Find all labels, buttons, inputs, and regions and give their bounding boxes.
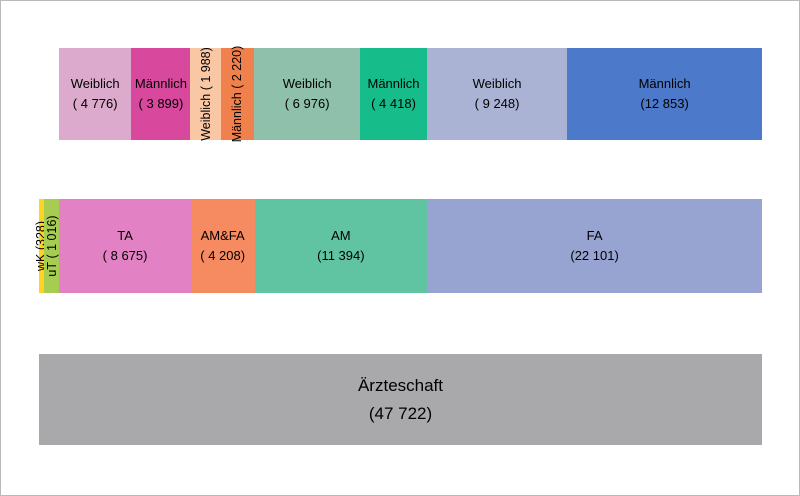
segment-count-text: ( 8 675) (102, 248, 148, 263)
segment-name-text: Weiblich (282, 76, 332, 91)
segment-count-text: (22 101) (570, 248, 619, 263)
segment-name-text: AM (331, 228, 351, 243)
segment-gender-by-category-1-männlich: Männlich ( 3 899) (131, 48, 191, 140)
segment-gender-by-category-3-männlich: Männlich ( 2 220) (220, 45, 255, 143)
segment-name-text: Männlich (134, 76, 187, 91)
bar-total: Ärzteschaft (47 722) (39, 354, 762, 445)
segment-categories-2-ta: TA ( 8 675) (59, 199, 191, 293)
bar-category-split: wK (328) uT ( 1 016) TA ( 8 675) AM&FA ( 4 20… (34, 199, 762, 293)
segment-count-text: (47 722) (368, 403, 433, 423)
segment-label: Männlich ( 3 899) (135, 74, 187, 114)
segment-name-text: TA (117, 228, 133, 243)
segment-categories-1-ut: uT ( 1 016) (43, 199, 60, 293)
segment-gender-by-category-6-weiblich: Weiblich ( 9 248) (427, 48, 568, 140)
segment-name-text: Männlich (638, 76, 691, 91)
segment-label: uT ( 1 016) (44, 215, 59, 277)
segment-label: Männlich ( 2 220) (230, 45, 245, 143)
segment-gender-by-category-7-männlich: Männlich (12 853) (567, 48, 763, 140)
segment-count-text: ( 3 899) (138, 96, 184, 111)
segment-label: FA (22 101) (570, 226, 618, 266)
segment-label: Männlich ( 4 418) (368, 74, 420, 114)
segment-count-text: ( 1 016) (44, 215, 59, 259)
segment-label: AM&FA ( 4 208) (200, 226, 245, 266)
segment-label: TA ( 8 675) (103, 226, 148, 266)
segment-count-text: ( 6 976) (284, 96, 330, 111)
segment-label: Männlich (12 853) (639, 74, 691, 114)
segment-label: Weiblich ( 4 776) (71, 74, 120, 114)
segment-label: Weiblich ( 6 976) (283, 74, 332, 114)
segment-name-text: Weiblich (198, 93, 213, 141)
segment-count-text: ( 9 248) (474, 96, 520, 111)
segment-count-text: ( 1 988) (198, 47, 213, 91)
bar-gender-split: Weiblich ( 4 776) Männlich ( 3 899) Weiblich… (59, 45, 763, 143)
segment-categories-0-wk: wK (328) (34, 199, 48, 293)
segment-gender-by-category-4-weiblich: Weiblich ( 6 976) (254, 48, 361, 140)
segment-categories-3-amfa: AM&FA ( 4 208) (190, 199, 255, 293)
segment-count-text: ( 2 220) (230, 45, 245, 89)
segment-name-text: Ärzteschaft (357, 375, 444, 395)
segment-name-text: Männlich (230, 92, 245, 143)
segment-label: AM (11 394) (317, 226, 364, 266)
segment-count-text: ( 4 208) (200, 248, 246, 263)
segment-name-text: Weiblich (70, 76, 120, 91)
segment-count-text: ( 4 418) (371, 96, 416, 111)
segment-gender-by-category-5-männlich: Männlich ( 4 418) (360, 48, 427, 140)
segment-count-text: ( 4 776) (72, 96, 118, 111)
segment-name-text: Weiblich (472, 76, 522, 91)
segment-label: Weiblich ( 1 988) (198, 47, 213, 141)
segment-gender-by-category-0-weiblich: Weiblich ( 4 776) (59, 48, 132, 140)
segment-count-text: (11 394) (317, 248, 365, 263)
segment-name-text: AM&FA (200, 228, 245, 243)
segment-total-0-ärzteschaft: Ärzteschaft (47 722) (39, 354, 762, 445)
segment-label: Weiblich ( 9 248) (473, 74, 522, 114)
segment-categories-5-fa: FA (22 101) (427, 199, 762, 293)
segment-count-text: (12 853) (640, 96, 689, 111)
segment-label: Ärzteschaft (47 722) (358, 372, 443, 428)
segment-gender-by-category-2-weiblich: Weiblich ( 1 988) (190, 47, 221, 141)
segment-name-text: FA (586, 228, 603, 243)
segment-categories-4-am: AM (11 394) (254, 199, 428, 293)
segment-name-text: Männlich (367, 76, 420, 91)
segment-name-text: uT (44, 261, 59, 277)
